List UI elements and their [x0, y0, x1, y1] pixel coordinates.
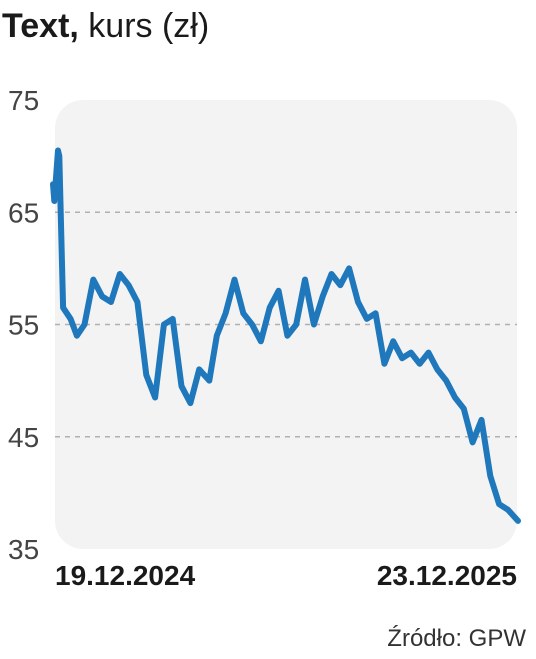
y-tick-label: 45 [8, 422, 39, 453]
series-group [50, 147, 521, 524]
x-tick-labels: 19.12.2024 23.12.2025 [55, 560, 517, 591]
title-light: kurs (zł) [78, 7, 210, 45]
y-tick-labels: 35 45 55 65 75 [8, 85, 39, 565]
x-tick-label: 19.12.2024 [55, 560, 196, 591]
y-tick-label: 75 [8, 85, 39, 116]
x-tick-label: 23.12.2025 [377, 560, 517, 591]
y-tick-label: 65 [8, 197, 39, 228]
y-tick-label: 35 [8, 534, 39, 565]
chart-title: Text, kurs (zł) [2, 4, 209, 48]
y-tick-label: 55 [8, 310, 39, 341]
source-note: Źródło: GPW [387, 625, 526, 652]
price-line [50, 147, 521, 524]
title-comma: , [69, 7, 79, 45]
title-bold: Text [2, 7, 70, 45]
